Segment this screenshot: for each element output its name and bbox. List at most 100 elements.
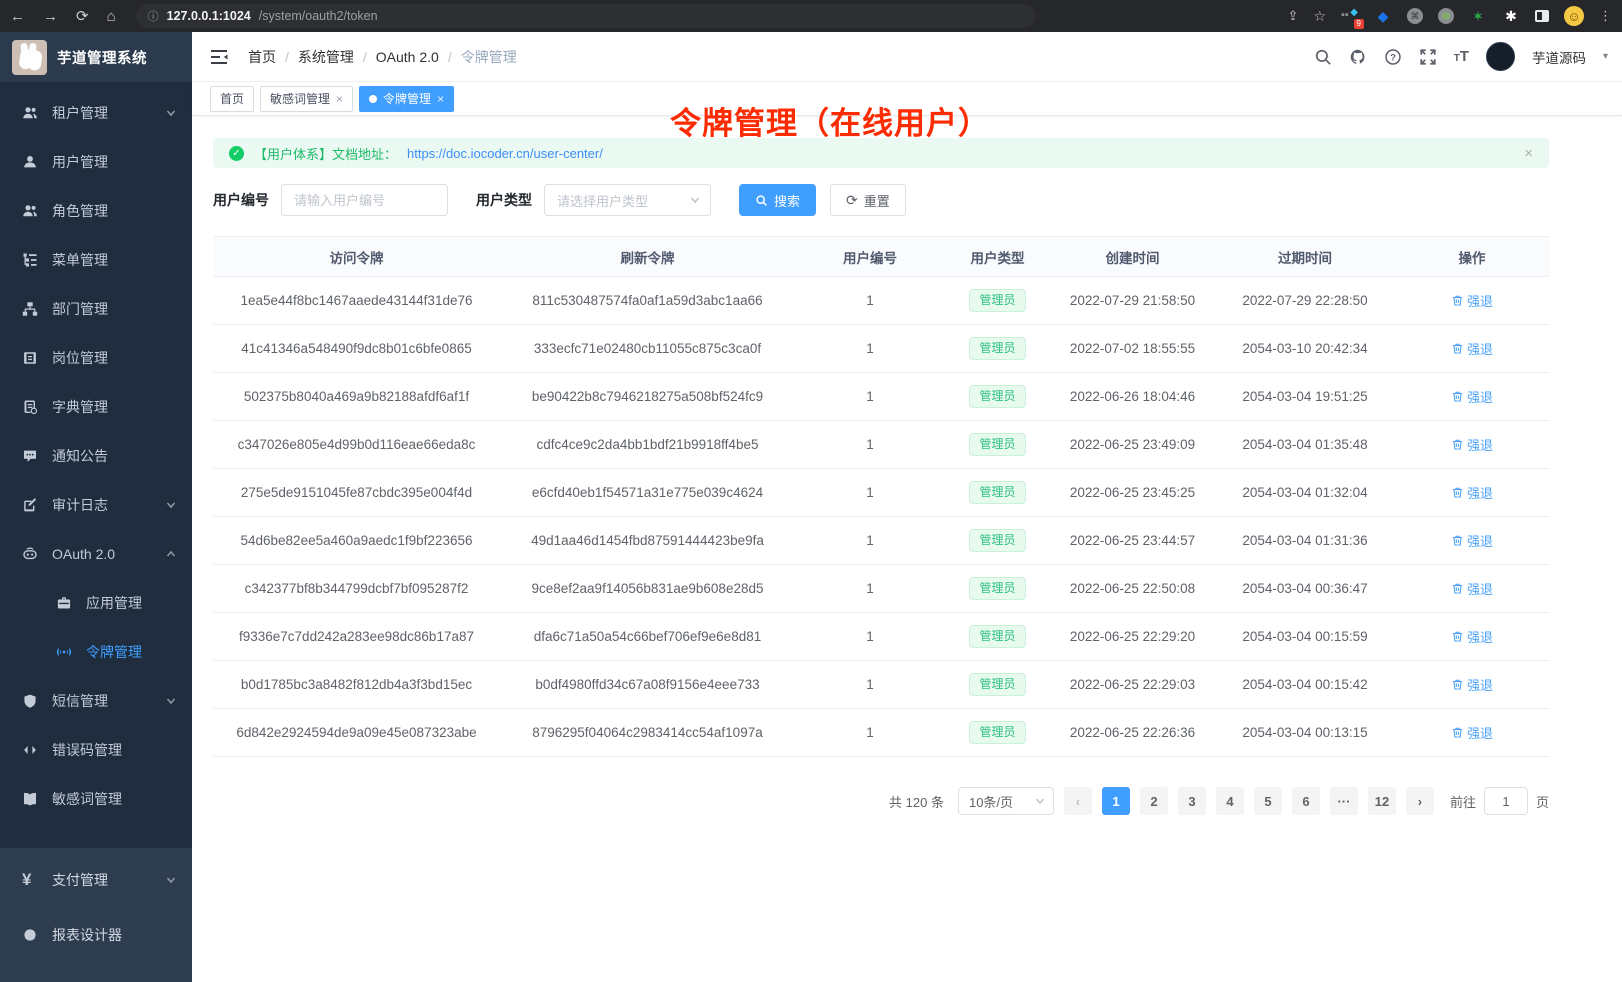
tab-令牌管理[interactable]: 令牌管理 × bbox=[359, 85, 455, 112]
sidebar-collapse-icon[interactable] bbox=[208, 46, 230, 68]
font-size-icon[interactable]: TT bbox=[1453, 48, 1469, 65]
breadcrumb-item[interactable]: OAuth 2.0 bbox=[375, 48, 439, 65]
reset-button[interactable]: ⟳ 重置 bbox=[830, 184, 906, 216]
user-type-select[interactable]: 请选择用户类型 bbox=[544, 184, 711, 216]
back-icon[interactable]: ← bbox=[10, 7, 25, 25]
sidebar-item-oauth[interactable]: OAuth 2.0 bbox=[0, 529, 192, 578]
app-logo-bar[interactable]: 芋道管理系统 bbox=[0, 32, 192, 82]
goto-page-input[interactable] bbox=[1483, 787, 1528, 815]
reload-icon[interactable]: ⟳ bbox=[76, 8, 89, 25]
page-info-icon[interactable]: ⓘ bbox=[147, 11, 159, 23]
sidebar-item-label: 报表设计器 bbox=[52, 926, 122, 943]
alert-close-icon[interactable]: × bbox=[1524, 144, 1533, 162]
sidebar-item-post[interactable]: 岗位管理 bbox=[0, 333, 192, 382]
home-icon[interactable]: ⌂ bbox=[106, 7, 116, 25]
breadcrumb-item[interactable]: 系统管理 bbox=[297, 48, 354, 65]
menu-icon bbox=[22, 252, 38, 268]
user-id-label: 用户编号 bbox=[213, 192, 269, 208]
breadcrumb-separator: / bbox=[362, 48, 367, 65]
sidebar-item-role[interactable]: 角色管理 bbox=[0, 186, 192, 235]
tab-首页[interactable]: 首页 bbox=[210, 85, 255, 112]
force-logout-button[interactable]: 强退 bbox=[1451, 483, 1493, 502]
user-id-cell: 1 bbox=[795, 420, 945, 469]
app-title: 芋道管理系统 bbox=[57, 50, 147, 67]
force-logout-button[interactable]: 强退 bbox=[1451, 291, 1493, 310]
user-type-badge: 管理员 bbox=[969, 481, 1026, 504]
side-panel-icon[interactable] bbox=[1535, 10, 1549, 22]
sidebar-item-pay[interactable]: ¥ 支付管理 bbox=[0, 852, 192, 907]
sidebar-item-token[interactable]: 令牌管理 bbox=[0, 627, 192, 676]
page-button-6[interactable]: 6 bbox=[1291, 787, 1320, 815]
force-logout-button[interactable]: 强退 bbox=[1451, 579, 1493, 598]
extension-recorder-icon[interactable] bbox=[1438, 8, 1454, 24]
sidebar-item-report[interactable]: 报表设计器 bbox=[0, 907, 192, 962]
refresh-icon: ⟳ bbox=[846, 192, 858, 208]
extension-green-star-icon[interactable]: ✶ bbox=[1472, 7, 1484, 24]
extensions-puzzle-icon[interactable]: ✱ bbox=[1505, 7, 1517, 24]
sidebar-item-label: 用户管理 bbox=[52, 153, 108, 170]
tab-close-icon[interactable]: × bbox=[336, 91, 344, 106]
user-id-cell: 1 bbox=[795, 276, 945, 325]
sidebar-item-sms[interactable]: 短信管理 bbox=[0, 676, 192, 725]
page-button-···[interactable]: ··· bbox=[1329, 787, 1358, 815]
force-logout-button[interactable]: 强退 bbox=[1451, 723, 1493, 742]
breadcrumb-item[interactable]: 首页 bbox=[248, 48, 276, 65]
sidebar-item-audit[interactable]: 审计日志 bbox=[0, 480, 192, 529]
user-avatar[interactable] bbox=[1485, 42, 1515, 71]
sidebar-item-user[interactable]: 用户管理 bbox=[0, 137, 192, 186]
refresh-token-cell: 8796295f04064c2983414cc54af1097a bbox=[500, 708, 795, 757]
page-button-2[interactable]: 2 bbox=[1139, 787, 1168, 815]
sidebar-item-dept[interactable]: 部门管理 bbox=[0, 284, 192, 333]
extension-blue-diamond-icon[interactable]: ▪▪ ◆ 9 bbox=[1341, 7, 1364, 29]
post-icon bbox=[22, 350, 38, 366]
help-icon[interactable]: ? bbox=[1384, 48, 1402, 66]
sidebar-item-errcode[interactable]: 错误码管理 bbox=[0, 725, 192, 774]
address-bar[interactable]: ⓘ 127.0.0.1:1024/system/oauth2/token bbox=[135, 4, 1036, 28]
sidebar-item-dict[interactable]: 字典管理 bbox=[0, 382, 192, 431]
force-logout-button[interactable]: 强退 bbox=[1451, 435, 1493, 454]
forward-icon[interactable]: → bbox=[43, 7, 58, 25]
next-page-button[interactable]: › bbox=[1405, 787, 1434, 815]
bookmark-star-icon[interactable]: ☆ bbox=[1313, 7, 1326, 24]
share-icon[interactable]: ⇪ bbox=[1287, 8, 1299, 23]
created-time-cell: 2022-06-25 22:26:36 bbox=[1050, 708, 1215, 757]
force-logout-button[interactable]: 强退 bbox=[1451, 675, 1493, 694]
user-type-badge: 管理员 bbox=[969, 721, 1026, 744]
sidebar-item-notice[interactable]: 通知公告 bbox=[0, 431, 192, 480]
goto-label: 前往 bbox=[1449, 794, 1476, 810]
page-button-12[interactable]: 12 bbox=[1367, 787, 1396, 815]
force-logout-button[interactable]: 强退 bbox=[1451, 339, 1493, 358]
page-button-5[interactable]: 5 bbox=[1253, 787, 1282, 815]
chevron-down-icon[interactable]: ▾ bbox=[1602, 51, 1608, 62]
profile-avatar-icon[interactable]: ☺ bbox=[1564, 6, 1584, 26]
extension-command-icon[interactable]: ⌘ bbox=[1407, 8, 1423, 24]
tab-敏感词管理[interactable]: 敏感词管理 × bbox=[260, 85, 354, 112]
sidebar-item-menu[interactable]: 菜单管理 bbox=[0, 235, 192, 284]
search-icon[interactable] bbox=[1314, 48, 1332, 66]
sidebar-item-users[interactable]: 租户管理 bbox=[0, 88, 192, 137]
tab-close-icon[interactable]: × bbox=[437, 91, 445, 106]
alert-doc-link[interactable]: https://doc.iocoder.cn/user-center/ bbox=[407, 145, 603, 161]
prev-page-button[interactable]: ‹ bbox=[1063, 787, 1092, 815]
extension-gem-icon[interactable]: ◆ bbox=[1377, 7, 1389, 24]
fullscreen-icon[interactable] bbox=[1419, 48, 1437, 66]
page-size-select[interactable]: 10条/页 bbox=[957, 787, 1054, 815]
table-header-cell: 过期时间 bbox=[1215, 236, 1395, 277]
sidebar-item-sensitive[interactable]: 敏感词管理 bbox=[0, 774, 192, 823]
user-id-input[interactable] bbox=[281, 184, 448, 216]
table-row: 41c41346a548490f9dc8b01c6bfe0865 333ecfc… bbox=[213, 324, 1549, 373]
page-button-3[interactable]: 3 bbox=[1177, 787, 1206, 815]
browser-menu-icon[interactable]: ⋮ bbox=[1599, 8, 1612, 23]
force-logout-button[interactable]: 强退 bbox=[1451, 387, 1493, 406]
force-logout-button[interactable]: 强退 bbox=[1451, 627, 1493, 646]
url-path: /system/oauth2/token bbox=[258, 9, 378, 23]
search-button[interactable]: 搜索 bbox=[739, 184, 817, 216]
github-icon[interactable] bbox=[1349, 48, 1367, 66]
page-button-4[interactable]: 4 bbox=[1215, 787, 1244, 815]
user-type-label: 用户类型 bbox=[476, 192, 532, 208]
force-logout-button[interactable]: 强退 bbox=[1451, 531, 1493, 550]
sidebar-item-app[interactable]: 应用管理 bbox=[0, 578, 192, 627]
page-button-1[interactable]: 1 bbox=[1101, 787, 1130, 815]
access-token-cell: c347026e805e4d99b0d116eae66eda8c bbox=[213, 420, 500, 469]
token-icon bbox=[56, 644, 72, 660]
